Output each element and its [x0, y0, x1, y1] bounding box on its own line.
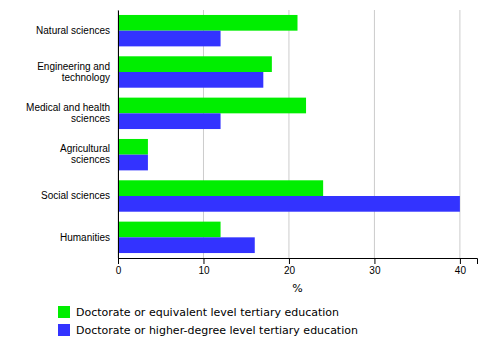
x-axis-line — [119, 259, 478, 265]
bar — [118, 222, 221, 238]
y-axis: HumanitiesSocial sciencesAgriculturalsci… — [26, 11, 118, 259]
bar — [118, 196, 460, 212]
x-tick-mark — [118, 258, 119, 264]
x-tick-mark — [460, 258, 461, 264]
y-tick-label-line: Social sciences — [41, 190, 110, 201]
grid-line — [288, 10, 289, 258]
bar — [118, 113, 221, 129]
bar — [118, 56, 272, 72]
x-tick-mark — [289, 258, 290, 264]
legend-swatch — [58, 306, 70, 318]
grid-line — [374, 10, 375, 258]
y-tick: Engineering andtechnology — [37, 61, 118, 83]
bar — [118, 72, 263, 88]
x-tick-label: 20 — [284, 265, 296, 276]
grid-line — [203, 10, 204, 258]
x-tick-mark — [203, 258, 204, 264]
x-tick-label: 0 — [116, 265, 122, 276]
y-tick: Social sciences — [41, 190, 118, 201]
x-tick-mark — [374, 258, 375, 264]
y-tick-label: Medical and healthsciences — [26, 102, 110, 124]
x-tick: 20 — [284, 258, 296, 276]
x-tick: 30 — [369, 258, 381, 276]
legend-item: Doctorate or higher-degree level tertiar… — [58, 324, 358, 337]
bar — [118, 31, 221, 47]
legend-swatch — [58, 324, 70, 336]
y-tick-label: Natural sciences — [36, 25, 110, 36]
y-tick-label-line: sciences — [71, 113, 110, 124]
x-axis: 0 10 20 30 40 — [116, 258, 478, 276]
y-tick-label-line: Humanities — [60, 232, 110, 243]
y-tick-label-line: Agricultural — [60, 143, 110, 154]
chart: 0 10 20 30 40 Humanities Social sciences Agricu… — [0, 0, 495, 350]
y-tick-label: Engineering andtechnology — [37, 61, 110, 83]
y-tick-label: Social sciences — [41, 190, 110, 201]
bar — [118, 180, 323, 196]
grid — [118, 10, 460, 258]
x-tick: 40 — [455, 258, 467, 276]
y-tick-label-line: Engineering and — [37, 61, 110, 72]
grid-line — [459, 10, 460, 258]
bar-series — [118, 31, 460, 253]
bar — [118, 139, 148, 155]
x-axis-title: % — [292, 282, 302, 295]
x-tick: 10 — [198, 258, 210, 276]
y-tick: Natural sciences — [36, 25, 118, 36]
legend-label: Doctorate or equivalent level tertiary e… — [76, 306, 339, 319]
bar — [118, 155, 148, 171]
bar — [118, 15, 298, 31]
y-tick-label-line: Natural sciences — [36, 25, 110, 36]
y-tick: Medical and healthsciences — [26, 102, 118, 124]
legend-item: Doctorate or equivalent level tertiary e… — [58, 306, 339, 319]
x-tick-label: 40 — [455, 265, 467, 276]
bar — [118, 237, 255, 253]
y-tick-label-line: technology — [62, 72, 110, 83]
bars — [118, 15, 460, 253]
x-tick: 0 — [116, 258, 122, 276]
legend: Doctorate or equivalent level tertiary e… — [58, 306, 358, 337]
y-tick-label-line: Medical and health — [26, 102, 110, 113]
plot: 0 10 20 30 40 Humanities Social sciences Agricu… — [26, 10, 477, 337]
x-tick-label: 10 — [198, 265, 210, 276]
y-tick: Agriculturalsciences — [60, 143, 118, 165]
x-tick-label: 30 — [369, 265, 381, 276]
grid-line — [118, 10, 119, 258]
y-tick-label: Humanities — [60, 232, 110, 243]
y-axis-line — [118, 11, 119, 259]
bar — [118, 98, 306, 114]
y-tick-label: Agriculturalsciences — [60, 143, 110, 165]
legend-label: Doctorate or higher-degree level tertiar… — [76, 324, 358, 337]
y-tick: Humanities — [60, 232, 118, 243]
y-tick-label-line: sciences — [71, 154, 110, 165]
